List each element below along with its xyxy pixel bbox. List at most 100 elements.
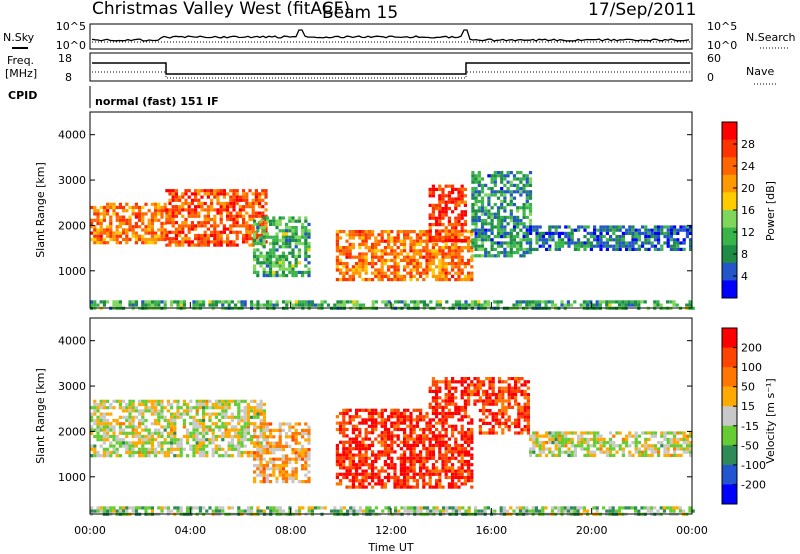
velocity-cell: [488, 421, 492, 425]
power-cell: [679, 225, 683, 229]
velocity-cell: [288, 422, 292, 426]
velocity-cell: [144, 506, 148, 510]
velocity-cell: [380, 411, 384, 416]
velocity-cell: [96, 415, 100, 419]
power-cell: [516, 209, 520, 213]
power-cell: [403, 255, 407, 259]
velocity-cell: [269, 451, 273, 455]
velocity-cell: [202, 454, 206, 458]
power-cell: [463, 219, 467, 223]
power-cell: [477, 177, 481, 181]
velocity-cell: [128, 441, 132, 445]
velocity-cell: [134, 441, 138, 445]
velocity-cell: [192, 425, 196, 429]
power-cell: [125, 234, 129, 238]
velocity-cell: [205, 454, 209, 458]
velocity-cell: [460, 459, 464, 464]
power-cell: [631, 225, 635, 229]
power-cell: [438, 258, 442, 262]
power-cell: [444, 229, 448, 233]
velocity-cell: [176, 438, 180, 442]
power-cell: [131, 225, 135, 229]
power-cell: [304, 242, 308, 246]
velocity-cell: [240, 431, 244, 435]
power-cell: [96, 209, 100, 213]
power-cell: [490, 241, 494, 245]
power-cell: [134, 303, 138, 307]
velocity-cell: [189, 431, 193, 435]
power-cell: [214, 303, 218, 307]
power-cell: [621, 241, 625, 245]
power-cell: [454, 300, 458, 304]
power-cell: [490, 212, 494, 216]
power-cell: [339, 278, 343, 282]
velocity-cell: [504, 386, 508, 390]
velocity-cell: [460, 475, 464, 480]
power-cell: [281, 254, 285, 258]
velocity-cell: [227, 431, 231, 435]
velocity-cell: [383, 463, 387, 467]
velocity-cell: [170, 418, 174, 423]
power-cell: [248, 227, 252, 231]
velocity-cell: [342, 421, 346, 425]
power-cell: [689, 228, 693, 232]
power-cell: [519, 190, 523, 194]
velocity-cell: [454, 408, 458, 412]
velocity-cell: [259, 454, 263, 458]
power-cell: [339, 249, 343, 253]
power-colorbar-swatch: [722, 122, 737, 141]
power-cell: [264, 230, 268, 234]
power-cell: [258, 205, 262, 209]
velocity-cell: [96, 418, 100, 423]
velocity-cell: [380, 453, 384, 457]
velocity-cell: [182, 434, 186, 439]
power-cell: [102, 241, 106, 245]
power-cell: [304, 219, 308, 223]
power-cell: [323, 300, 327, 304]
power-cell: [125, 231, 129, 235]
velocity-cell: [160, 431, 164, 435]
velocity-cell: [208, 412, 212, 416]
power-cell: [467, 278, 471, 282]
noise-tick-left-top: 10^5: [56, 20, 86, 33]
velocity-cell: [476, 399, 480, 403]
power-cell: [447, 184, 451, 188]
velocity-cell: [128, 406, 132, 410]
power-cell: [181, 230, 185, 234]
velocity-cell: [438, 479, 442, 483]
velocity-cell: [419, 427, 423, 432]
velocity-cell: [259, 464, 263, 468]
velocity-cell: [285, 444, 289, 448]
power-cell: [615, 235, 619, 239]
velocity-cell: [345, 447, 349, 451]
power-cell: [409, 230, 413, 234]
velocity-cell: [653, 447, 657, 451]
velocity-cell: [173, 506, 177, 510]
power-cell: [190, 227, 194, 231]
velocity-cell: [428, 424, 432, 428]
velocity-cell: [291, 467, 295, 471]
velocity-cell: [435, 427, 439, 432]
velocity-cell: [371, 424, 375, 428]
power-cell: [256, 274, 260, 278]
velocity-cell: [307, 428, 311, 432]
power-cell: [447, 255, 451, 259]
power-cell: [477, 228, 481, 232]
power-cell: [141, 237, 145, 242]
power-cell: [532, 228, 536, 232]
power-cell: [297, 270, 301, 274]
velocity-cell: [297, 448, 301, 452]
velocity-cell: [374, 453, 378, 457]
power-cell: [666, 241, 670, 245]
velocity-cell: [393, 485, 397, 489]
power-cell: [474, 193, 478, 197]
velocity-cell: [230, 418, 234, 423]
velocity-cell: [374, 456, 378, 460]
power-cell: [528, 190, 533, 194]
power-cell: [383, 262, 387, 266]
power-cell: [238, 208, 242, 212]
power-cell: [490, 222, 494, 226]
power-cell: [335, 249, 339, 253]
power-cell: [235, 217, 239, 222]
velocity-cell: [447, 393, 451, 397]
